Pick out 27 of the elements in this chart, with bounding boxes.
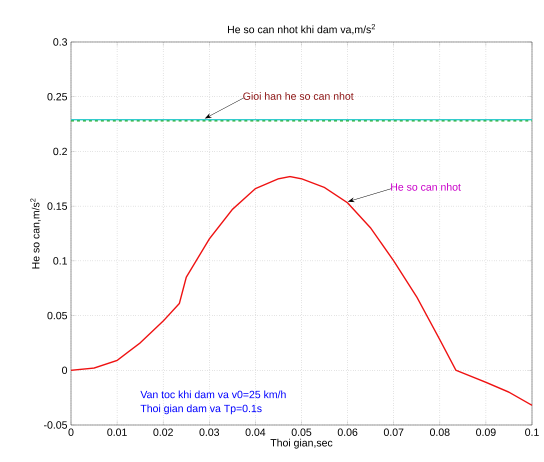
x-tick-label: 0.01: [107, 428, 127, 436]
chart-title: He so can nhot khi dam va,m/s$^{2}$: [228, 24, 376, 34]
y-tick-label: 0.25: [47, 92, 68, 100]
y-tick-label: 0.15: [47, 202, 68, 210]
x-tick-label: 0.07: [384, 428, 404, 436]
y-tick-label: 0: [62, 366, 68, 374]
x-tick-label: 0.09: [476, 428, 496, 436]
x-axis-title: Thoi gian,sec: [270, 438, 332, 449]
line-series: [70, 176, 533, 406]
x-tick-label: 0.05: [292, 428, 312, 436]
x-tick-label: 0: [68, 428, 74, 436]
annotation: Thoi gian dam va Tp=0.1s: [140, 404, 262, 414]
y-axis-title: He so can,m/s$^{2}$: [30, 198, 41, 268]
y-tick-label: 0.1: [53, 257, 67, 265]
x-tick-label: 0.08: [430, 428, 450, 436]
annotation: He so can nhot: [391, 183, 461, 191]
annotation: Van toc khi dam va v0=25 km/h: [140, 390, 286, 398]
x-tick-label: 0.1: [525, 428, 539, 436]
y-tick-label: 0.3: [53, 38, 68, 46]
x-tick-label: 0.02: [153, 428, 173, 436]
x-tick-label: 0.04: [246, 428, 266, 436]
y-tick-label: 0.05: [47, 312, 68, 320]
x-tick-label: 0.03: [199, 428, 220, 436]
y-tick-label: 0.2: [53, 148, 67, 156]
y-tick-label: -0.05: [44, 421, 68, 429]
annotation: Gioi han he so can nhot: [243, 92, 354, 100]
x-tick-label: 0.06: [338, 428, 358, 436]
